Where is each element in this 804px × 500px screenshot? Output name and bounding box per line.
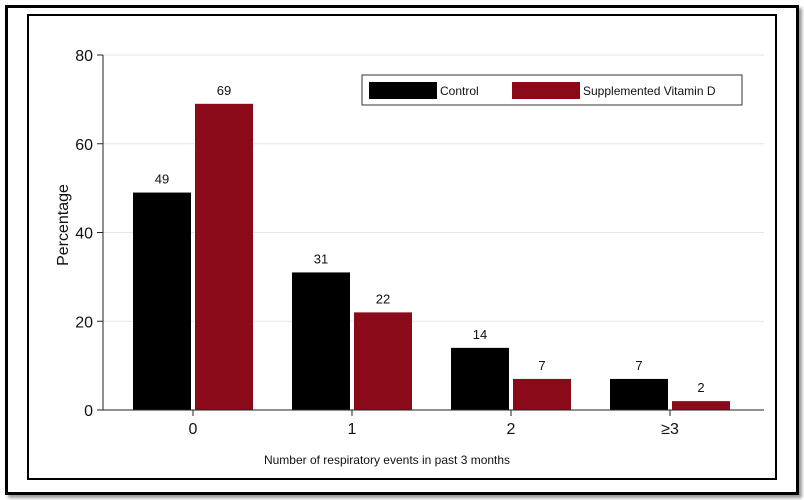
bar-vitamin-d (195, 103, 253, 410)
x-tick-label: ≥3 (661, 421, 679, 438)
bar-control (610, 378, 668, 410)
data-label: 49 (155, 172, 169, 187)
bar-control (451, 347, 509, 410)
data-label: 31 (314, 251, 328, 266)
bar-control (292, 272, 350, 410)
y-tick-label: 60 (75, 137, 93, 154)
x-tick-label: 0 (189, 421, 198, 438)
y-axis-title: Percentage (55, 184, 72, 266)
legend-swatch-vitamin-d (512, 82, 580, 99)
x-tick-label: 1 (348, 421, 357, 438)
data-label: 7 (635, 358, 642, 373)
data-labels: 49 69 31 22 14 7 7 2 (155, 83, 705, 395)
x-tick-label: 2 (507, 421, 516, 438)
bar-vitamin-d (672, 401, 730, 410)
y-tick-label: 40 (75, 226, 93, 243)
bar-control (133, 192, 191, 410)
data-label: 14 (473, 327, 487, 342)
x-axis-title: Number of respiratory events in past 3 m… (264, 453, 510, 467)
y-tick-label: 80 (75, 48, 93, 65)
y-tick-label: 0 (84, 403, 93, 420)
data-label: 2 (697, 380, 704, 395)
y-tick-label: 20 (75, 314, 93, 331)
axes: 0 20 40 60 80 0 1 2 ≥3 (75, 48, 764, 438)
legend: Control Supplemented Vitamin D (361, 74, 743, 106)
legend-label-vitamin-d: Supplemented Vitamin D (583, 84, 716, 98)
legend-label-control: Control (440, 84, 479, 98)
bar-vitamin-d (513, 378, 571, 410)
data-label: 69 (217, 83, 231, 98)
bar-vitamin-d (354, 312, 412, 410)
data-label: 7 (538, 358, 545, 373)
data-label: 22 (376, 291, 390, 306)
bars (133, 103, 730, 410)
legend-swatch-control (369, 82, 437, 99)
